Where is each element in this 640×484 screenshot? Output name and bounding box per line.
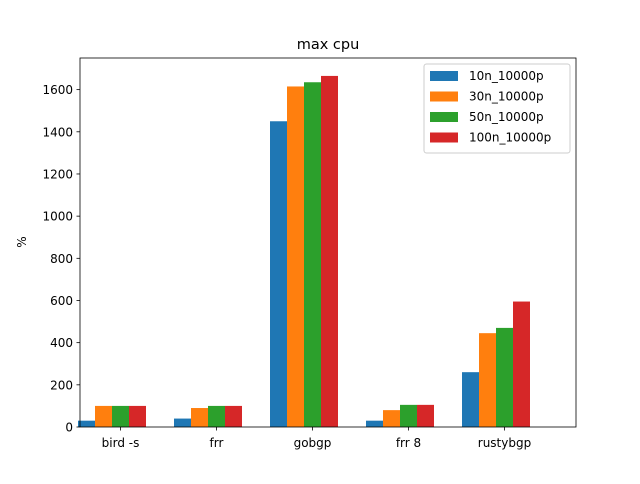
- y-tick-label: 400: [50, 336, 73, 350]
- legend-swatch: [430, 112, 458, 122]
- y-axis-label: %: [15, 236, 29, 247]
- bars-group: [78, 75, 530, 428]
- y-tick-label: 1200: [42, 167, 73, 181]
- bar-rustybgp-30n_10000p: [479, 333, 496, 427]
- bar-frr-100n_10000p: [225, 405, 242, 427]
- bar-gobgp-10n_10000p: [270, 121, 287, 427]
- legend-label: 100n_10000p: [469, 131, 551, 145]
- y-tick-label: 1000: [42, 210, 73, 224]
- bar-rustybgp-10n_10000p: [462, 372, 479, 427]
- bar-frr-8-10n_10000p: [366, 420, 383, 427]
- legend-label: 10n_10000p: [469, 69, 544, 83]
- y-tick-label: 0: [65, 421, 73, 435]
- x-tick-label: bird -s: [102, 436, 140, 450]
- bar-bird-s-30n_10000p: [95, 405, 112, 427]
- bar-gobgp-50n_10000p: [304, 82, 321, 428]
- bar-gobgp-100n_10000p: [321, 75, 338, 428]
- y-tick-label: 1400: [42, 125, 73, 139]
- bar-frr-8-100n_10000p: [417, 404, 434, 427]
- y-axis-ticks: 0 200 400 600 800 1000 1200 1400 1600: [42, 83, 80, 435]
- bar-gobgp-30n_10000p: [287, 86, 304, 428]
- legend-swatch: [430, 132, 458, 143]
- bar-rustybgp-100n_10000p: [513, 301, 530, 427]
- bar-rustybgp-50n_10000p: [496, 327, 513, 427]
- x-tick-label: rustybgp: [478, 436, 531, 450]
- legend-label: 30n_10000p: [469, 90, 544, 104]
- y-tick-label: 1600: [42, 83, 73, 97]
- bar-bird-s-50n_10000p: [112, 405, 129, 427]
- bar-bird-s-10n_10000p: [78, 420, 95, 427]
- bar-frr-10n_10000p: [174, 418, 191, 427]
- x-tick-label: frr: [210, 436, 224, 450]
- legend-frame: [423, 63, 571, 154]
- y-tick-label: 600: [50, 294, 73, 308]
- bar-bird-s-100n_10000p: [129, 405, 146, 427]
- legend: 10n_10000p 30n_10000p 50n_10000p 100n_10000…: [423, 63, 571, 154]
- x-tick-label: gobgp: [294, 436, 332, 450]
- y-tick-label: 800: [50, 252, 73, 266]
- axes-frame: [79, 57, 577, 428]
- legend-swatch: [430, 71, 458, 81]
- chart-title: max cpu: [297, 37, 360, 53]
- x-tick-label: frr 8: [396, 436, 421, 450]
- bar-frr-50n_10000p: [208, 405, 225, 427]
- y-tick-label: 200: [50, 378, 73, 392]
- legend-label: 50n_10000p: [469, 110, 544, 124]
- x-axis-ticks: bird -s frr gobgp frr 8 rustybgp: [102, 427, 531, 450]
- legend-swatch: [430, 91, 458, 102]
- bar-frr-30n_10000p: [191, 408, 208, 427]
- bar-frr-8-50n_10000p: [400, 404, 417, 427]
- bar-frr-8-30n_10000p: [383, 410, 400, 427]
